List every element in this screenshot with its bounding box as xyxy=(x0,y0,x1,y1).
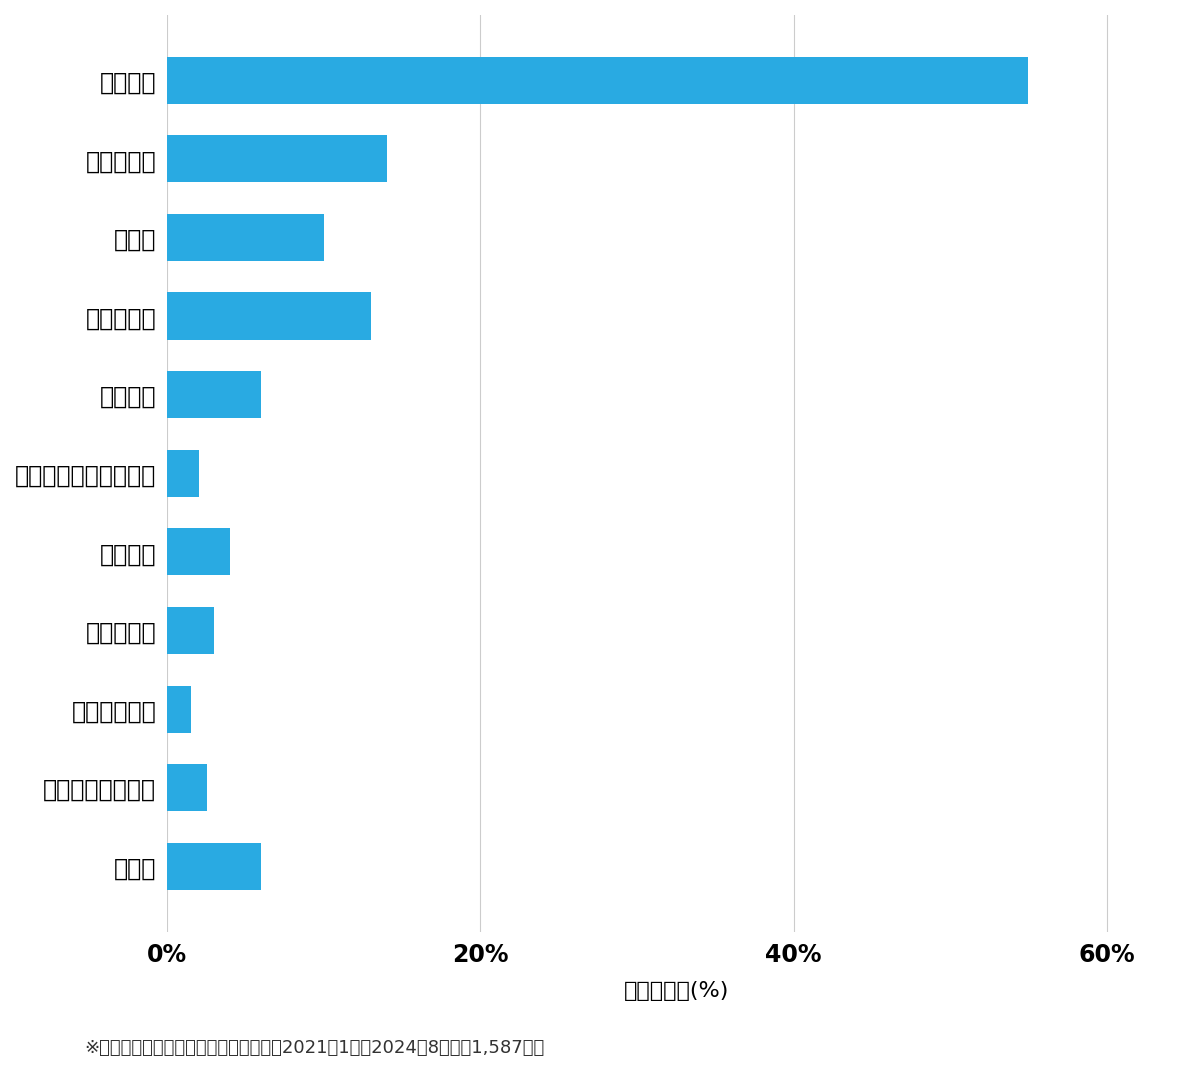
Bar xyxy=(167,136,386,183)
Bar xyxy=(167,293,371,340)
Bar xyxy=(167,371,262,418)
Bar xyxy=(167,607,215,654)
Bar xyxy=(167,685,191,732)
Bar xyxy=(167,842,262,889)
Bar xyxy=(167,57,1028,104)
Bar xyxy=(167,450,199,497)
Bar xyxy=(167,764,206,811)
Bar xyxy=(167,214,324,261)
Bar xyxy=(167,528,230,575)
X-axis label: 件数の割合(%): 件数の割合(%) xyxy=(624,980,728,1001)
Text: ※弊社受付の案件を対象に集計（期間：2021年1月～2024年8月、計1,587件）: ※弊社受付の案件を対象に集計（期間：2021年1月～2024年8月、計1,587… xyxy=(84,1039,545,1057)
